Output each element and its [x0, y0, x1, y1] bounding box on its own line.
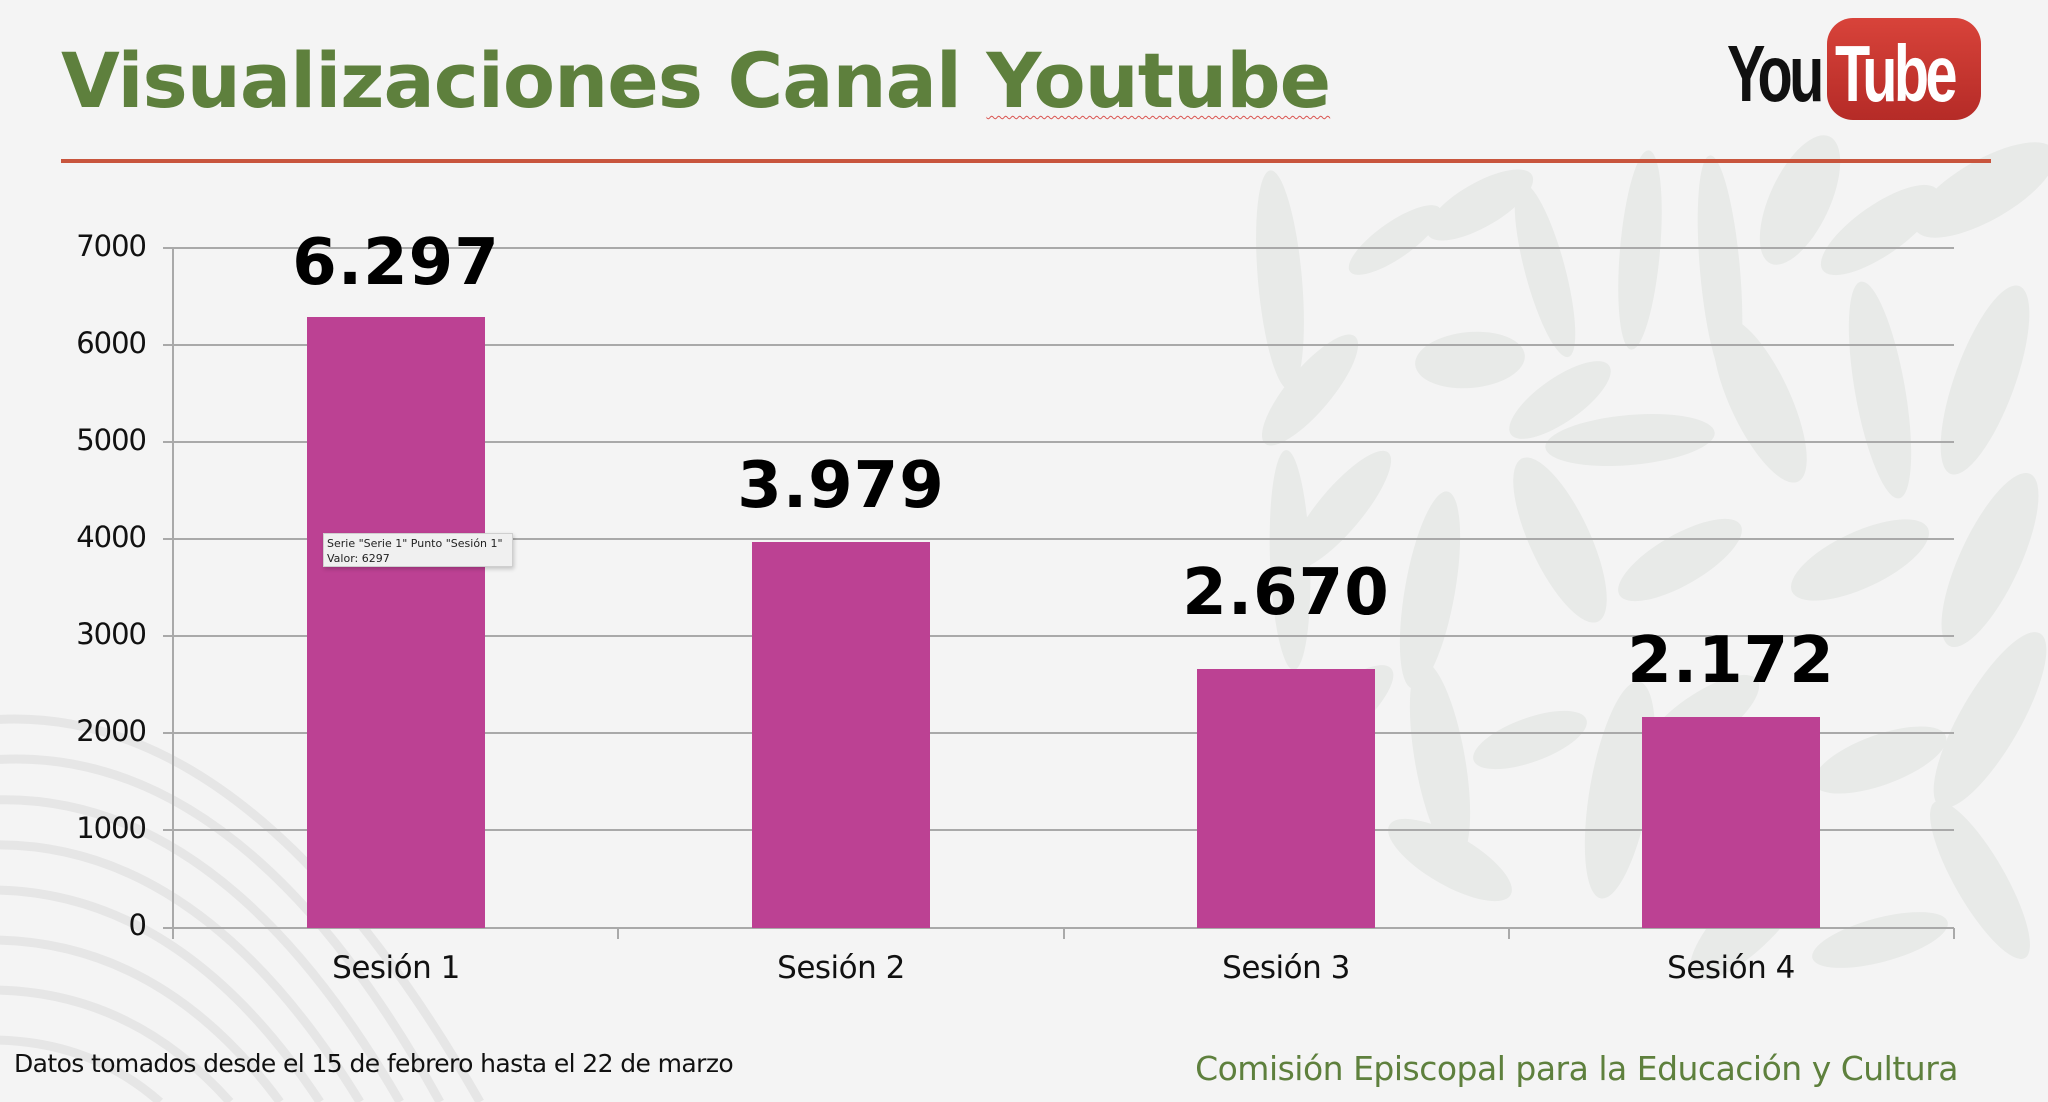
data-label-sesion-4: 2.172	[1627, 624, 1835, 698]
gridline-6000	[173, 344, 1954, 346]
x-category-label: Sesión 2	[777, 950, 905, 986]
x-tick-mark	[617, 928, 619, 939]
x-tick-mark	[1508, 928, 1510, 939]
y-tick-mark	[163, 635, 173, 637]
gridline-5000	[173, 441, 1954, 443]
gridline-7000	[173, 247, 1954, 249]
y-tick-label: 4000	[76, 520, 147, 554]
youtube-logo-icon: You Tube	[1727, 18, 1981, 122]
y-tick-label: 2000	[76, 714, 147, 748]
title-text: Visualizaciones Canal	[61, 36, 987, 125]
organization-name: Comisión Episcopal para la Educación y C…	[1195, 1049, 1958, 1088]
gridline-3000	[173, 635, 1954, 637]
data-point-tooltip: Serie "Serie 1" Punto "Sesión 1" Valor: …	[323, 533, 513, 567]
y-tick-label: 0	[128, 908, 147, 942]
tooltip-series-line: Serie "Serie 1" Punto "Sesión 1"	[327, 537, 503, 550]
y-tick-label: 5000	[76, 423, 147, 457]
y-axis	[172, 247, 174, 938]
bar-sesion-4[interactable]	[1642, 717, 1820, 928]
y-tick-label: 6000	[76, 326, 147, 360]
gridline-4000	[173, 538, 1954, 540]
y-tick-mark	[163, 538, 173, 540]
y-tick-label: 1000	[76, 811, 147, 845]
data-source-note: Datos tomados desde el 15 de febrero has…	[14, 1049, 734, 1078]
x-category-label: Sesión 1	[332, 950, 460, 986]
gridline-2000	[173, 732, 1954, 734]
x-tick-mark	[1953, 928, 1955, 939]
logo-tube-box: Tube	[1827, 18, 1981, 120]
y-tick-label: 7000	[76, 229, 147, 263]
bar-sesion-1[interactable]	[307, 317, 485, 928]
y-tick-mark	[163, 441, 173, 443]
page-title: Visualizaciones Canal Youtube	[61, 36, 1331, 125]
x-tick-mark	[1063, 928, 1065, 939]
x-axis	[163, 927, 1954, 929]
y-tick-mark	[163, 247, 173, 249]
y-tick-mark	[163, 829, 173, 831]
x-category-label: Sesión 3	[1222, 950, 1350, 986]
x-category-label: Sesión 4	[1667, 950, 1795, 986]
y-tick-label: 3000	[76, 617, 147, 651]
y-tick-mark	[163, 732, 173, 734]
data-label-sesion-2: 3.979	[737, 449, 945, 523]
title-youtube-word: Youtube	[986, 36, 1331, 125]
tooltip-value-line: Valor: 6297	[327, 552, 390, 565]
data-label-sesion-3: 2.670	[1182, 556, 1390, 630]
bar-sesion-3[interactable]	[1197, 669, 1375, 928]
data-label-sesion-1: 6.297	[292, 226, 500, 300]
bar-sesion-2[interactable]	[752, 542, 930, 928]
logo-you-text: You	[1727, 29, 1824, 118]
y-tick-mark	[163, 344, 173, 346]
gridline-1000	[173, 829, 1954, 831]
x-tick-mark	[172, 928, 174, 939]
title-divider	[61, 159, 1991, 163]
logo-tube-text: Tube	[1835, 29, 1958, 118]
